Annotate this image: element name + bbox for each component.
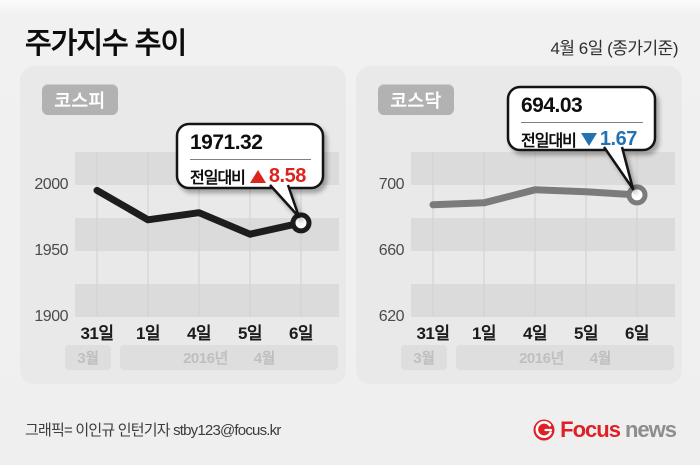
footer: 그래픽= 이인규 인턴기자 stby123@focus.kr Focus new… [0, 402, 700, 465]
page-title: 주가지수 추이 [25, 28, 187, 60]
kosdaq-panel: 코스닥 700 660 620 31일 1일 4일 5일 6일 3월 2016년… [356, 66, 682, 384]
y-tick-label: 1900 [34, 308, 68, 325]
month-band-march: 3월 [401, 345, 447, 370]
month-label: 4월 [253, 350, 276, 367]
x-tick-label: 6일 [288, 324, 314, 343]
logo-news-text: news [624, 416, 677, 442]
x-tick-label: 5일 [573, 324, 599, 343]
focusnews-swirl-icon [533, 419, 555, 440]
x-tick-label: 4일 [186, 324, 212, 343]
focusnews-logo: Focus news [532, 416, 677, 443]
year-label: 2016년 [519, 350, 564, 367]
x-tick-label: 4일 [522, 324, 548, 343]
kospi-badge: 코스피 [42, 84, 118, 115]
charts-row: 코스피 2000 1950 1900 31일 1일 4일 5일 6일 3월 20… [0, 66, 700, 384]
x-tick-label: 31일 [416, 324, 450, 343]
y-tick-label: 700 [378, 176, 405, 193]
y-tick-label: 2000 [34, 176, 68, 193]
month-band-march: 3월 [65, 345, 111, 370]
date-note: 4월 6일 (종가기준) [550, 39, 678, 58]
y-tick-label: 620 [378, 308, 405, 325]
x-tick-label: 5일 [237, 324, 263, 343]
x-tick-label: 31일 [80, 324, 114, 343]
kospi-chart-canvas [75, 122, 339, 317]
kospi-panel: 코스피 2000 1950 1900 31일 1일 4일 5일 6일 3월 20… [20, 66, 346, 384]
y-tick-label: 660 [378, 242, 405, 259]
kosdaq-badge: 코스닥 [378, 84, 454, 115]
year-label: 2016년 [183, 350, 228, 367]
month-label: 4월 [589, 350, 612, 367]
x-tick-label: 1일 [471, 324, 497, 343]
month-band-april: 2016년 4월 [120, 345, 338, 370]
x-tick-label: 6일 [624, 324, 650, 343]
x-tick-label: 1일 [135, 324, 161, 343]
credit-line: 그래픽= 이인규 인턴기자 stby123@focus.kr [25, 422, 281, 439]
header: 주가지수 추이 4월 6일 (종가기준) [0, 0, 700, 62]
y-tick-label: 1950 [34, 242, 68, 259]
month-band-april: 2016년 4월 [456, 345, 674, 370]
kosdaq-chart-canvas [411, 85, 675, 317]
logo-focus-text: Focus [560, 416, 621, 442]
